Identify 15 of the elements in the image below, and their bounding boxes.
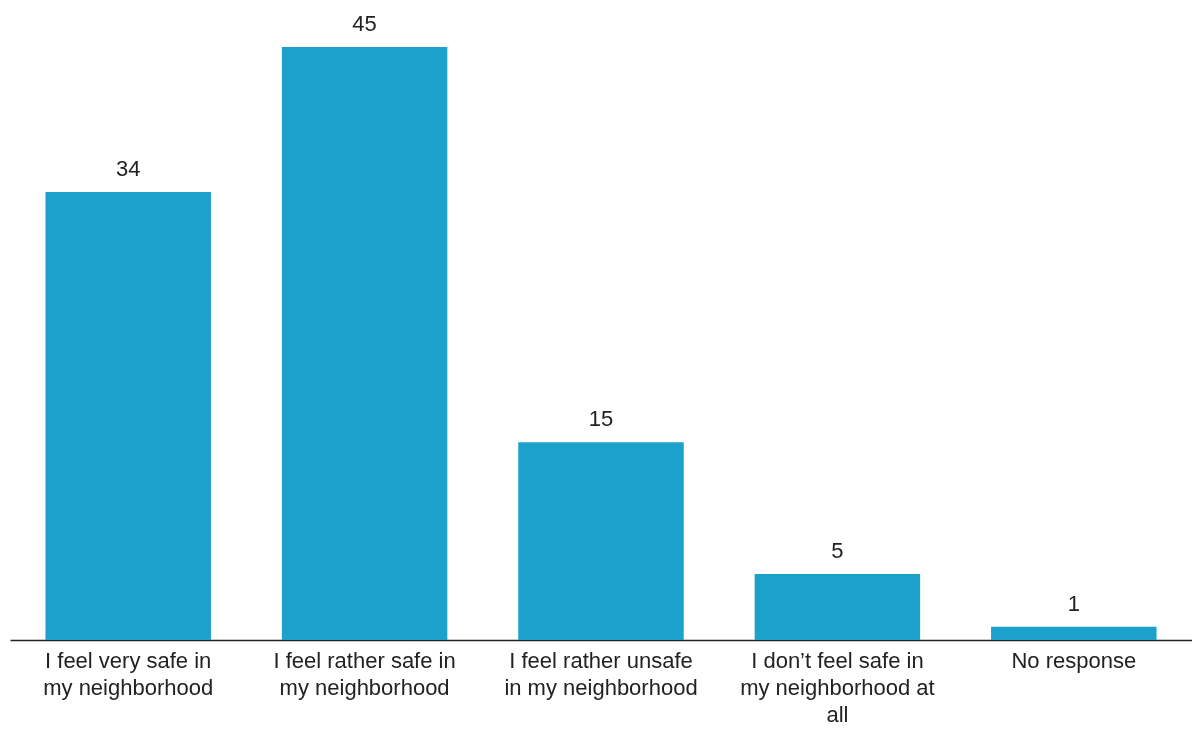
x-tick-label: I don’t feel safe in my neighborhood at all [740, 647, 935, 727]
data-label: 15 [588, 406, 614, 432]
x-tick-label: I feel rather unsafe in my neighborhood [504, 647, 698, 700]
data-label: 34 [115, 155, 141, 181]
bar [45, 191, 211, 640]
bar [991, 626, 1157, 640]
data-label: 1 [1067, 590, 1080, 616]
x-tick-label: No response [1011, 647, 1137, 673]
bar [754, 574, 921, 640]
data-label: 5 [831, 538, 844, 564]
x-tick-label: I feel rather safe in my neighborhood [273, 647, 456, 700]
bar [281, 47, 448, 640]
data-label: 45 [352, 11, 377, 36]
bar [518, 442, 684, 640]
x-tick-label: I feel very safe in my neighborhood [43, 647, 214, 700]
